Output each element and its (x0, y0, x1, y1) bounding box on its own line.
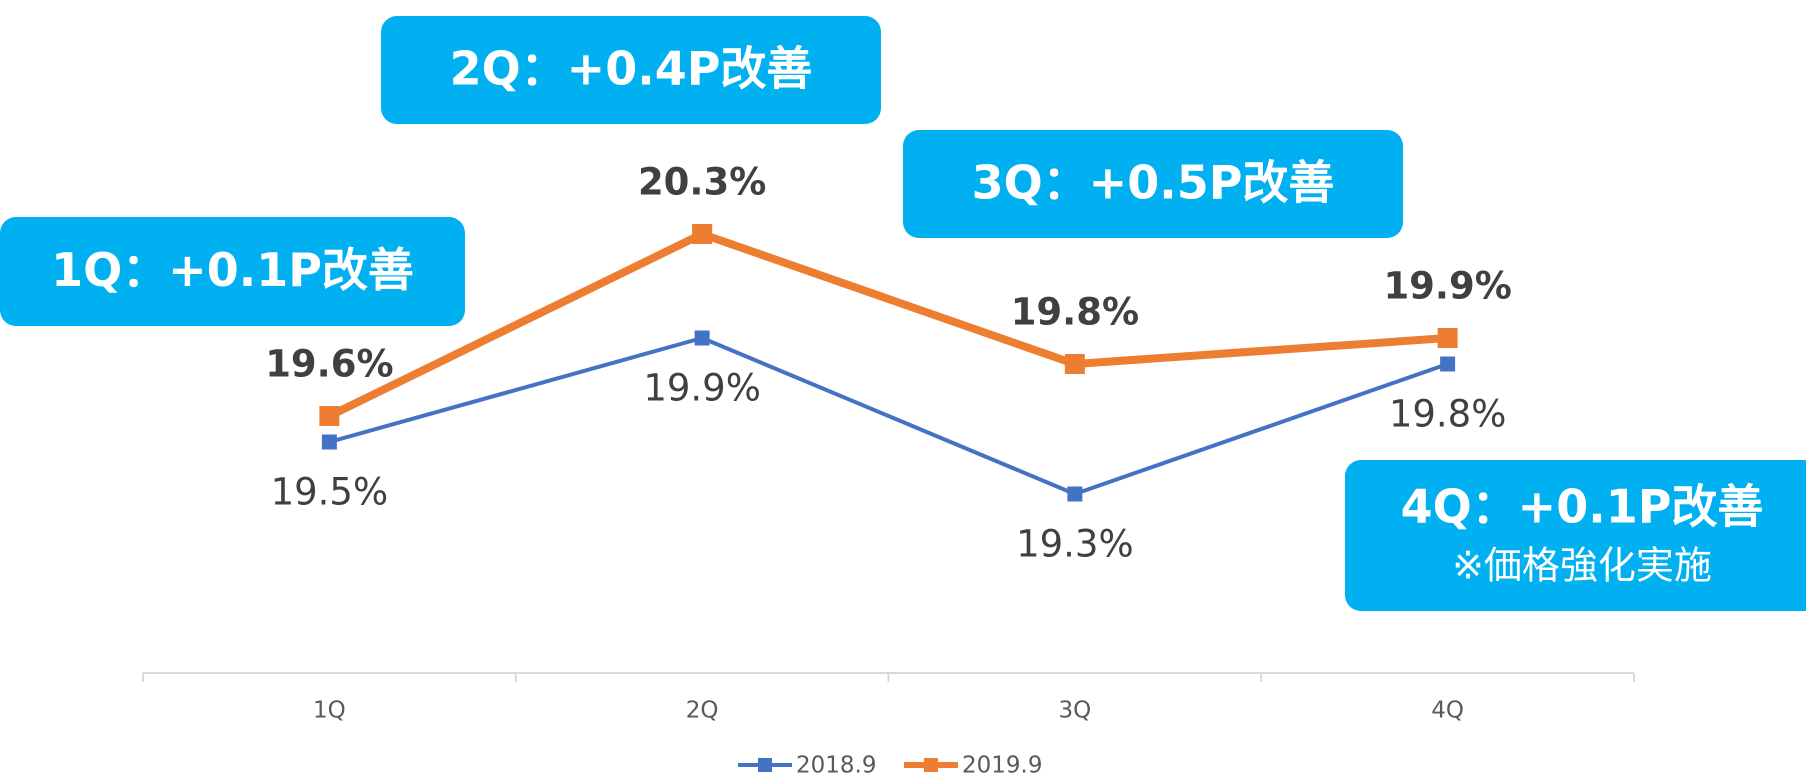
legend-marker (758, 758, 772, 772)
annotation-text: 3Q：+0.5P改善 (972, 156, 1335, 210)
data-label: 19.9% (1383, 265, 1511, 308)
x-tick-label: 1Q (313, 698, 346, 724)
data-label: 19.9% (643, 367, 761, 410)
annotation-text: 4Q：+0.1P改善 (1401, 480, 1764, 534)
marker (694, 330, 710, 346)
data-label: 20.3% (638, 161, 766, 204)
legend-marker (924, 758, 938, 772)
marker (1064, 354, 1085, 374)
legend-label: 2018.9 (796, 753, 876, 779)
series-line (328, 336, 1449, 496)
marker (321, 434, 337, 450)
data-label: 19.8% (1389, 393, 1507, 436)
data-label: 19.5% (271, 471, 389, 514)
legend-label: 2019.9 (962, 753, 1042, 779)
annotation-box (0, 217, 465, 326)
annotation-box (1345, 460, 1806, 611)
marker (692, 224, 713, 244)
marker (1067, 486, 1083, 502)
annotation-box (903, 130, 1403, 238)
data-label: 19.8% (1011, 291, 1139, 334)
x-tick-label: 3Q (1059, 698, 1092, 724)
data-label: 19.3% (1016, 523, 1134, 566)
annotation-box (381, 16, 881, 124)
data-label: 19.6% (265, 343, 393, 386)
annotation-note: ※価格強化実施 (1452, 544, 1712, 588)
x-tick-label: 2Q (686, 698, 719, 724)
series-line (327, 230, 1448, 420)
annotation-text: 1Q：+0.1P改善 (51, 243, 414, 297)
marker (319, 406, 340, 426)
x-tick-label: 4Q (1431, 698, 1464, 724)
annotation-text: 2Q：+0.4P改善 (450, 42, 813, 96)
marker (1437, 328, 1458, 348)
marker (1440, 356, 1456, 372)
